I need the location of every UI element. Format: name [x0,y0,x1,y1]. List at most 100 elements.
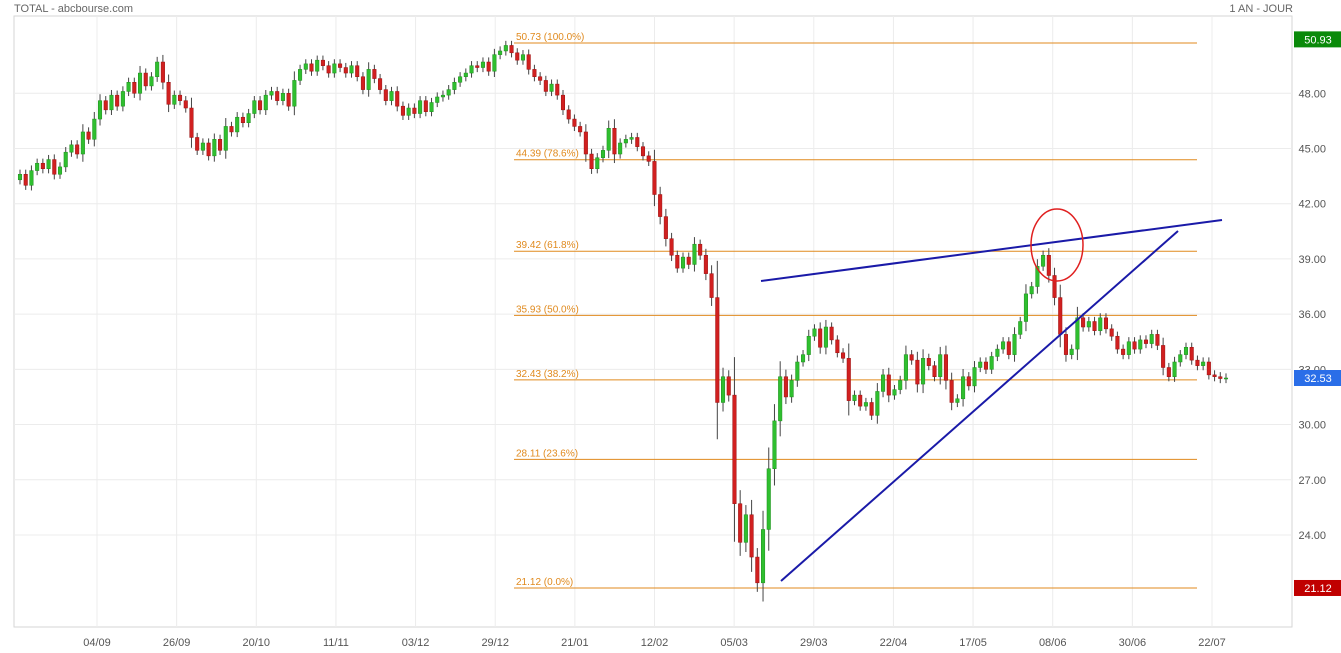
candle-body [115,94,120,107]
candle-body [875,391,880,416]
candle-body [258,100,263,111]
candle-body [1115,335,1120,350]
candle-body [932,365,937,377]
candle-body [195,137,200,151]
price-tag-label: 50.93 [1304,34,1332,46]
candles [17,40,1229,602]
support-line [780,230,1179,582]
candle-body [909,354,914,361]
candle-body [275,91,280,101]
candle-body [292,80,297,107]
candle-body [1029,286,1034,295]
candle-body [1098,317,1103,331]
candle-body [349,65,354,74]
candle-body [423,100,428,112]
candle-body [446,89,451,96]
candle-body [623,139,628,144]
candle-body [1223,377,1229,380]
candle-body [218,139,223,151]
candle-body [286,93,291,107]
candle-body [766,468,771,530]
fib-level-label: 50.73 (100.0%) [516,32,584,43]
candle-body [469,65,474,74]
candle-body [35,162,40,171]
candle-body [589,153,594,170]
candle-body [178,94,183,101]
candle-body [823,326,828,348]
candle-body [903,354,908,381]
x-tick-label: 21/01 [561,637,589,649]
candle-body [1046,254,1051,276]
y-tick-label: 42.00 [1298,199,1326,211]
candle-body [40,162,45,169]
candle-body [532,69,537,77]
candle-body [46,159,51,169]
candle-body [458,76,463,83]
x-tick-label: 17/05 [959,637,987,649]
y-tick-label: 48.00 [1298,88,1326,100]
candle-body [200,142,205,151]
candle-body [520,54,525,61]
fib-level-label: 44.39 (78.6%) [516,149,579,160]
candle-body [995,348,1000,357]
candle-body [452,82,457,90]
candle-body [1121,348,1126,355]
candle-body [972,367,977,387]
candle-body [1126,341,1131,355]
resistance-line [760,219,1223,282]
candle-body [252,100,257,114]
candle-body [206,142,211,157]
candle-body [1166,367,1171,377]
candle-body [955,398,960,403]
candle-body [23,174,28,186]
candle-body [366,69,371,90]
candle-body [926,358,931,366]
candle-body [1052,275,1057,298]
candle-body [383,89,388,101]
candle-body [675,254,680,269]
candle-body [789,380,794,398]
candle-body [75,144,80,155]
candle-body [1183,347,1189,355]
candle-body [1069,348,1074,355]
candle-body [57,166,63,175]
candle-body [509,45,514,54]
candle-body [635,137,640,147]
candle-body [1132,341,1137,350]
candle-body [103,100,108,111]
candle-body [778,376,783,422]
price-tag-label: 32.53 [1304,373,1332,385]
candle-body [795,361,800,381]
candle-body [418,100,423,114]
x-tick-label: 29/03 [800,637,828,649]
trend-lines [760,208,1223,582]
candle-body [246,113,251,123]
candle-body [1006,341,1011,355]
price-tag [1294,31,1341,48]
candle-body [600,150,606,158]
candle-body [629,137,634,140]
candle-body [646,155,651,162]
candle-body [1018,321,1023,335]
candle-body [1161,345,1166,368]
candle-body [852,394,857,401]
candle-body [921,358,926,385]
candle-body [658,194,663,217]
candle-body [475,65,480,68]
fib-level-label: 28.11 (23.6%) [516,448,578,459]
candle-body [223,126,228,151]
candle-body [503,45,508,52]
candle-body [1138,339,1143,350]
candle-body [846,358,851,401]
candle-body [1206,361,1211,376]
y-tick-label: 27.00 [1298,475,1326,487]
x-tick-label: 04/09 [83,637,111,649]
candle-body [143,72,148,87]
candle-body [332,63,337,74]
candle-body [389,91,394,101]
candle-body [829,326,834,341]
candle-body [783,376,788,398]
candle-body [721,376,726,403]
candle-body [138,72,143,94]
candle-body [578,126,583,133]
